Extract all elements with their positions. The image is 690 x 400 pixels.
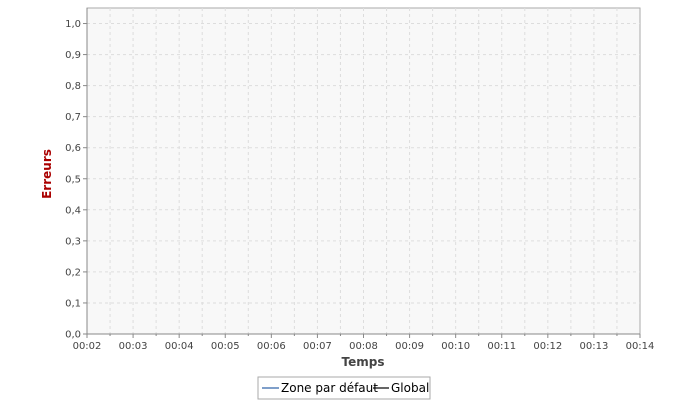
legend-label-zone: Zone par défaut xyxy=(281,381,378,395)
y-tick-label: 0,6 xyxy=(65,143,81,154)
y-tick-label: 0,2 xyxy=(65,267,81,278)
y-tick-label: 0,7 xyxy=(65,112,81,123)
x-tick-label: 00:14 xyxy=(626,341,655,352)
y-tick-label: 1,0 xyxy=(65,19,81,30)
y-tick-label: 0,9 xyxy=(65,50,81,61)
legend-label-global: Global xyxy=(391,381,429,395)
y-axis: 0,0 0,1 0,2 0,3 0,4 0,5 0,6 0,7 0,8 0,9 1,0 xyxy=(65,19,87,341)
x-tick-label: 00:02 xyxy=(73,341,102,352)
grid xyxy=(87,8,640,334)
x-tick-label: 00:10 xyxy=(441,341,470,352)
x-axis-title: Temps xyxy=(342,355,385,369)
x-tick-label: 00:11 xyxy=(487,341,516,352)
x-tick-label: 00:12 xyxy=(533,341,562,352)
legend: Zone par défaut Global xyxy=(257,376,431,400)
x-tick-label: 00:13 xyxy=(580,341,609,352)
y-axis-title: Erreurs xyxy=(40,149,54,199)
x-tick-label: 00:04 xyxy=(165,341,194,352)
y-tick-label: 0,5 xyxy=(65,174,81,185)
x-tick-label: 00:05 xyxy=(211,341,240,352)
y-tick-label: 0,1 xyxy=(65,298,81,309)
x-tick-label: 00:09 xyxy=(395,341,424,352)
x-tick-label: 00:03 xyxy=(119,341,148,352)
y-tick-label: 0,4 xyxy=(65,205,81,216)
legend-box xyxy=(257,376,431,400)
x-tick-label: 00:06 xyxy=(257,341,286,352)
y-tick-label: 0,8 xyxy=(65,81,81,92)
y-tick-label: 0,0 xyxy=(65,330,81,341)
x-tick-label: 00:07 xyxy=(303,341,332,352)
x-tick-label: 00:08 xyxy=(349,341,378,352)
y-tick-label: 0,3 xyxy=(65,236,81,247)
x-axis: 00:02 00:03 00:04 00:05 00:06 00:07 00:08 00:09… xyxy=(73,334,655,352)
